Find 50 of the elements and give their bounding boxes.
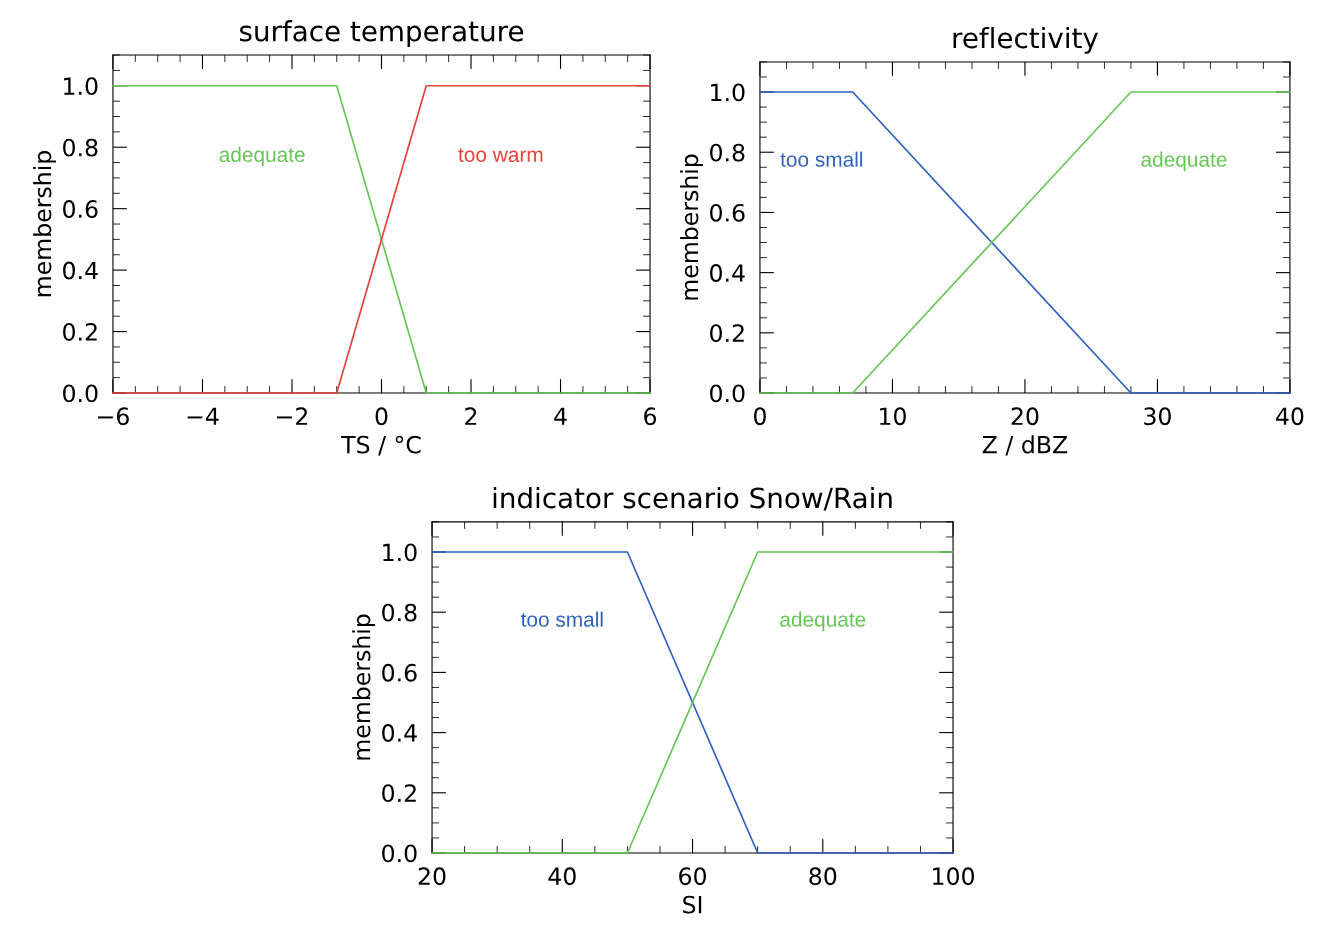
y-tick-label: 0.6 [382,663,417,682]
y-tick-label: 0.0 [710,384,745,403]
y-axis-title: membership [33,151,56,297]
x-tick-label: 40 [548,867,576,886]
y-tick-label: 0.4 [710,264,745,282]
y-axis-title: membership [680,154,703,300]
chart-title: indicator scenario Snow/Rain [493,486,892,511]
y-tick-label: 0.2 [710,324,744,343]
x-tick-label: −6 [98,407,129,426]
x-tick-label: 80 [809,867,837,886]
x-tick-label: 40 [1276,407,1304,426]
y-tick-label: 0.2 [382,784,416,803]
x-tick-label: 2 [465,407,477,425]
x-tick-label: 60 [679,867,706,886]
y-tick-label: 0.6 [710,203,745,222]
y-tick-label: 0.0 [382,844,417,863]
x-tick-label: 10 [880,407,906,426]
text: adequate [1141,151,1227,171]
x-tick-label: 100 [933,867,975,886]
text: adequate [780,611,866,631]
x-axis-title: Z / dBZ [982,435,1068,456]
y-axis-title: membership [352,614,376,760]
y-tick-label: 0.8 [63,138,98,157]
y-tick-label: 0.0 [63,384,98,403]
y-tick-label: 0.2 [63,323,97,341]
series-label: too small [780,151,863,167]
x-tick-label: 30 [1144,407,1171,426]
x-tick-label: −4 [187,407,219,425]
chart-title: reflectivity [953,26,1099,54]
y-tick-label: 1.0 [711,83,745,102]
x-tick-label: 0 [375,407,388,426]
x-axis-title: TS / °C [341,435,421,456]
y-tick-label: 1.0 [64,77,98,96]
text: too warm [458,148,543,163]
y-tick-label: 0.4 [63,261,98,280]
x-tick-label: −2 [277,407,308,425]
y-tick-label: 0.8 [382,603,417,622]
x-tick-label: 20 [1011,407,1039,426]
x-axis-title: SI [683,895,702,914]
chart-title: surface temperature [239,20,524,47]
y-tick-label: 0.6 [63,200,98,218]
text: adequate [219,146,305,167]
text: too small [520,611,603,627]
x-tick-label: 4 [554,407,567,425]
y-tick-label: 1.0 [383,543,417,562]
y-tick-label: 0.8 [710,143,745,162]
y-tick-label: 0.4 [382,724,417,742]
x-tick-label: 20 [418,867,446,886]
x-tick-label: 6 [644,407,657,426]
x-tick-label: 0 [754,407,766,426]
